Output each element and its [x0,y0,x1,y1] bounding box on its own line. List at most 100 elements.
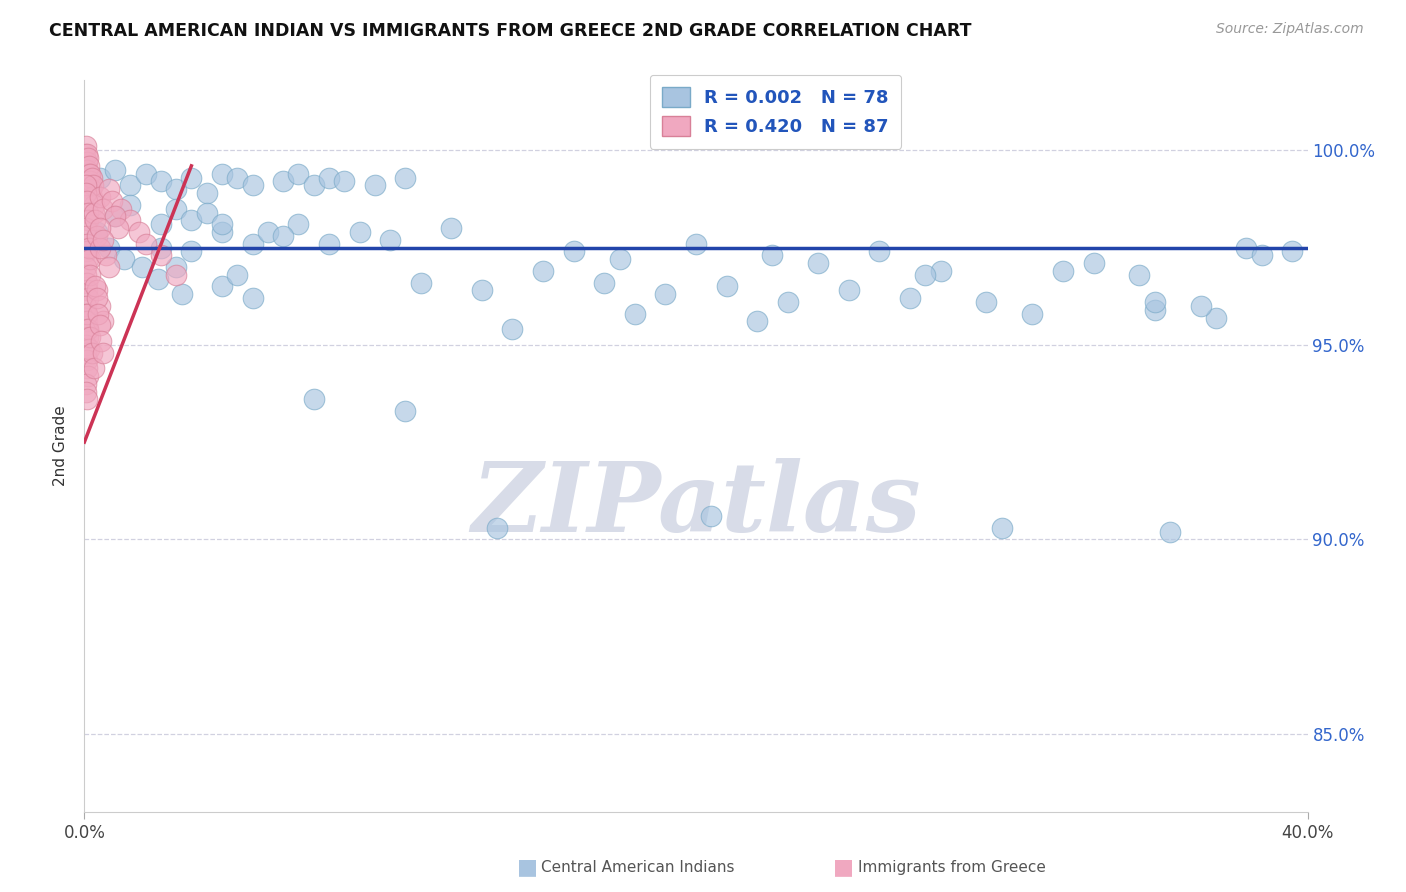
Point [77,151,100,165]
Point [104,210,127,224]
Point [94,248,117,262]
Point [76,194,98,208]
Point [97,182,120,196]
Point [1281,244,1303,259]
Point [562,244,585,259]
Point [195,186,218,200]
Point [86,225,108,239]
Point [211,217,233,231]
Point [107,221,129,235]
Point [90,334,112,348]
Point [120,213,142,227]
Point [76,361,98,376]
Point [76,276,98,290]
Text: CENTRAL AMERICAN INDIAN VS IMMIGRANTS FROM GREECE 2ND GRADE CORRELATION CHART: CENTRAL AMERICAN INDIAN VS IMMIGRANTS FR… [49,22,972,40]
Point [87,307,110,321]
Point [76,155,98,169]
Point [83,205,105,219]
Point [149,217,172,231]
Point [76,353,98,368]
Point [609,252,631,267]
Point [318,170,340,185]
Point [77,342,100,356]
Point [91,202,114,216]
Point [89,318,111,333]
Point [211,279,233,293]
Point [1189,299,1212,313]
Point [685,236,707,251]
Point [149,174,172,188]
Point [76,147,98,161]
Point [242,291,264,305]
Point [287,217,309,231]
Point [914,268,936,282]
Text: ■: ■ [834,857,853,877]
Point [624,307,647,321]
Point [165,182,187,196]
Point [149,241,172,255]
Point [776,295,799,310]
Point [79,252,101,267]
Point [364,178,387,193]
Point [75,221,97,235]
Point [75,345,97,359]
Point [75,139,97,153]
Point [86,228,108,243]
Point [101,194,124,208]
Point [120,178,142,193]
Point [83,361,105,376]
Text: ZIPatlas: ZIPatlas [471,458,921,551]
Point [89,241,111,255]
Point [86,284,108,298]
Point [1052,264,1074,278]
Point [471,284,494,298]
Point [257,225,280,239]
Point [654,287,676,301]
Point [716,279,738,293]
Point [131,260,153,274]
Point [1250,248,1272,262]
Point [75,268,97,282]
Point [120,198,142,212]
Point [76,162,98,177]
Point [75,307,97,321]
Point [195,205,218,219]
Point [593,276,616,290]
Point [409,276,432,290]
Point [112,252,135,267]
Point [110,202,132,216]
Point [128,225,150,239]
Text: Immigrants from Greece: Immigrants from Greece [858,860,1046,874]
Point [75,299,97,313]
Point [165,260,187,274]
Point [89,221,111,235]
Point [486,521,509,535]
Point [77,368,100,383]
Point [77,159,100,173]
Point [75,376,97,391]
Legend: R = 0.002   N = 78, R = 0.420   N = 87: R = 0.002 N = 78, R = 0.420 N = 87 [650,75,901,149]
Point [80,345,103,359]
Point [77,167,100,181]
Point [75,147,97,161]
Point [869,244,891,259]
Point [1236,241,1258,255]
Point [302,178,325,193]
Point [104,210,127,224]
Point [75,178,97,193]
Text: ■: ■ [517,857,537,877]
Point [700,509,723,524]
Point [165,202,187,216]
Point [104,162,127,177]
Point [302,392,325,407]
Point [226,268,249,282]
Point [77,330,100,344]
Point [77,213,100,227]
Point [91,314,114,328]
Point [75,186,97,200]
Point [146,271,169,285]
Point [1128,268,1150,282]
Point [333,174,356,188]
Point [77,252,100,267]
Point [76,314,98,328]
